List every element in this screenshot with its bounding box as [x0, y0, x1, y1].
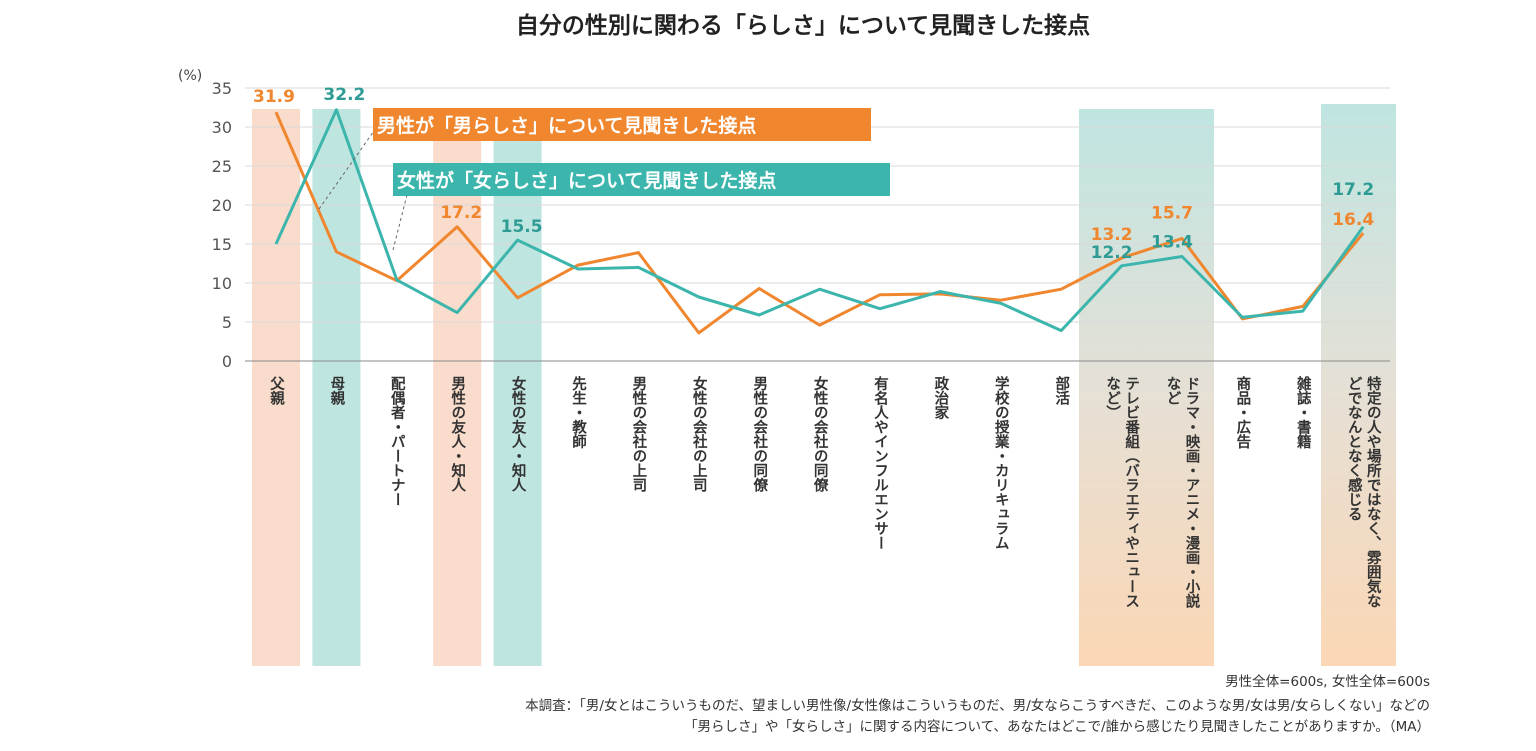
data-label: 17.2 — [440, 203, 482, 223]
data-label: 16.4 — [1332, 210, 1374, 230]
category-label: 男性の友人・知人 — [449, 376, 465, 493]
category-label: 女性の友人・知人 — [510, 375, 526, 493]
data-label: 31.9 — [253, 87, 295, 107]
category-highlight-bands — [252, 104, 1396, 666]
sample-size-note: 男性全体=600s, 女性全体=600s — [1225, 673, 1430, 690]
legend-box-1 — [393, 163, 890, 196]
category-label: 先生・教師 — [570, 375, 587, 450]
category-label: 学校の授業・カリキュラム — [993, 375, 1010, 551]
category-label: 男性の会社の同僚 — [751, 376, 768, 494]
category-label: 政治家 — [932, 375, 948, 421]
highlight-band-3 — [433, 109, 482, 666]
category-label: など — [1165, 376, 1181, 406]
category-label: など） — [1104, 376, 1121, 420]
footnote-line: 本調査：「男/女とはこういうものだ、望ましい男性像/女性像はこういうものだ、男/… — [525, 697, 1430, 714]
y-axis-unit: (%) — [178, 68, 202, 84]
category-label: 女性の会社の上司 — [691, 375, 708, 494]
chart-title: 自分の性別に関わる「らしさ」について見聞きした接点 — [516, 12, 1090, 39]
y-tick-label: 25 — [212, 157, 232, 176]
category-label: 雑誌・書籍 — [1295, 375, 1312, 450]
data-labels: 31.9 17.2 13.2 15.7 16.4 32.2 15.5 12.2 13.4 17.2 — [253, 85, 1374, 263]
category-label: 母親 — [328, 376, 344, 407]
category-label: 父親 — [268, 376, 285, 407]
y-tick-label: 5 — [222, 313, 232, 332]
category-label: ドラマ・映画・アニメ・漫画・小説 — [1184, 376, 1200, 609]
category-label: 女性の会社の同僚 — [812, 375, 829, 494]
y-tick-label: 20 — [212, 196, 232, 215]
y-tick-label: 0 — [222, 352, 232, 371]
data-label: 32.2 — [323, 85, 365, 105]
data-label: 15.5 — [501, 217, 543, 237]
highlight-band-0 — [252, 109, 300, 666]
legend-label-0: 男性が「男らしさ」について見聞きした接点 — [377, 114, 756, 137]
data-label: 15.7 — [1151, 204, 1193, 224]
series-line-1 — [274, 108, 1365, 333]
category-label: 配偶者・パートナー — [389, 376, 405, 507]
legend-connector-0 — [318, 127, 377, 210]
axes: 0 5 10 15 20 25 30 35 (%) 父親 母親 配偶者・パートナー 男性の友人・知人 女性… — [178, 68, 1381, 609]
highlight-band-14 — [1079, 109, 1214, 666]
highlight-band-1 — [312, 109, 361, 666]
data-label: 12.2 — [1091, 243, 1133, 263]
data-label: 13.4 — [1151, 232, 1193, 252]
y-tick-label: 30 — [212, 118, 232, 137]
data-label: 13.2 — [1091, 225, 1133, 245]
series-lines — [274, 108, 1365, 335]
category-label: 部活 — [1053, 375, 1069, 407]
category-label: 男性の会社の上司 — [630, 376, 647, 494]
y-tick-label: 15 — [212, 235, 232, 254]
y-tick-label: 10 — [212, 274, 232, 293]
series-line-0 — [274, 111, 1365, 335]
footnote-line: 「男らしさ」や「女らしさ」に関する内容について、あなたはどこで/誰から感じたり見… — [684, 718, 1430, 735]
category-label: 特定の人や場所ではなく、雰囲気な — [1365, 375, 1381, 609]
category-label: テレビ番組（バラエティやニュース — [1123, 376, 1140, 608]
category-label: 商品・広告 — [1234, 375, 1250, 450]
legend-label-1: 女性が「女らしさ」について見聞きした接点 — [397, 169, 776, 192]
y-tick-label: 35 — [212, 79, 232, 98]
category-label: 有名人やインフルエンサー — [872, 375, 888, 550]
category-label: どでなんとなく感じる — [1346, 376, 1362, 522]
highlight-band-18 — [1321, 104, 1396, 666]
highlight-band-4 — [493, 109, 542, 666]
data-label: 17.2 — [1332, 180, 1374, 200]
legend-box-0 — [373, 108, 871, 141]
